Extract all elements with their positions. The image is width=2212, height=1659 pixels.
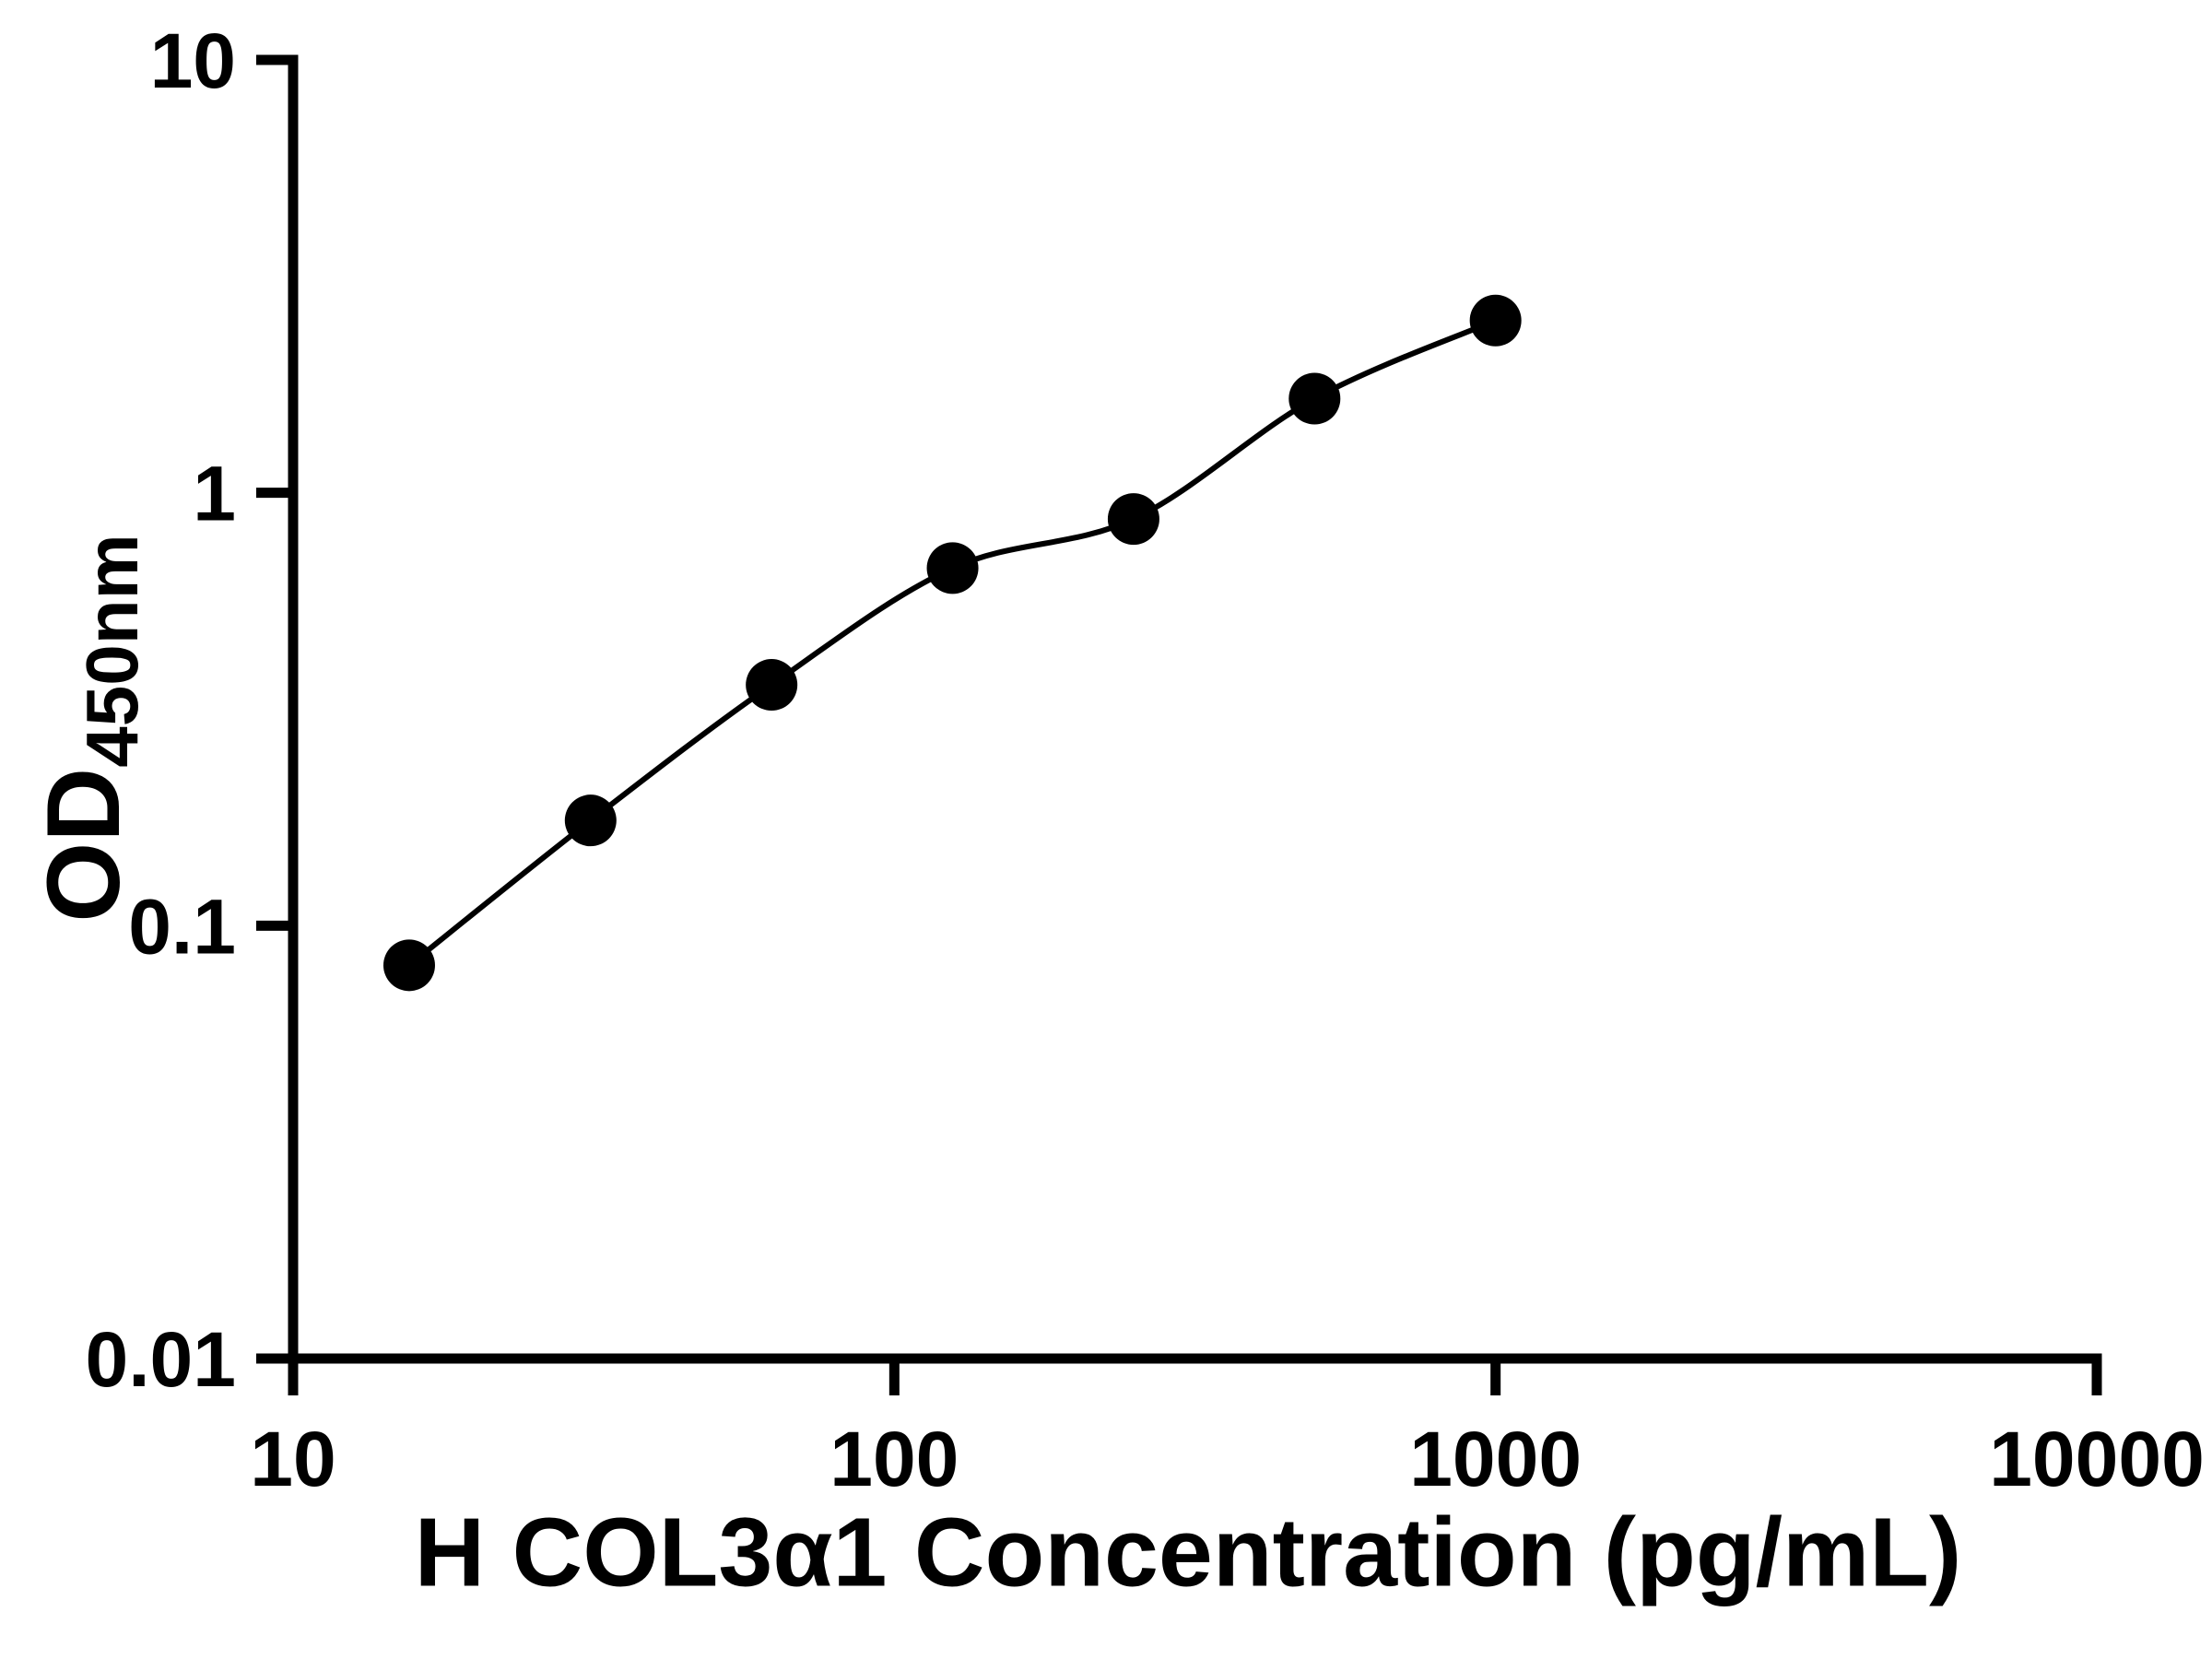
y-axis-title: OD450nm (24, 534, 155, 922)
data-point (564, 794, 617, 847)
data-point (382, 939, 435, 992)
fit-curve (407, 318, 1497, 968)
data-point (926, 542, 979, 594)
data-point (1288, 372, 1341, 425)
y-axis-title-subscript: 450nm (71, 534, 153, 768)
x-tick-label: 10 (250, 1416, 335, 1502)
x-tick-label: 10000 (1989, 1416, 2205, 1502)
data-point (1107, 493, 1159, 546)
y-tick-label: 0.1 (128, 883, 236, 970)
x-tick-label: 100 (830, 1416, 959, 1502)
axes (288, 54, 2102, 1364)
x-tick-label: 1000 (1409, 1416, 1582, 1502)
data-point (1469, 294, 1522, 347)
y-tick-label: 1 (193, 451, 236, 537)
y-tick-label: 10 (150, 18, 236, 104)
data-point (746, 659, 798, 712)
y-tick-label: 0.01 (86, 1316, 237, 1403)
x-axis-title: H COL3α1 Concentration (pg/mL) (414, 1498, 1962, 1607)
y-axis-title-main: OD (26, 767, 141, 923)
